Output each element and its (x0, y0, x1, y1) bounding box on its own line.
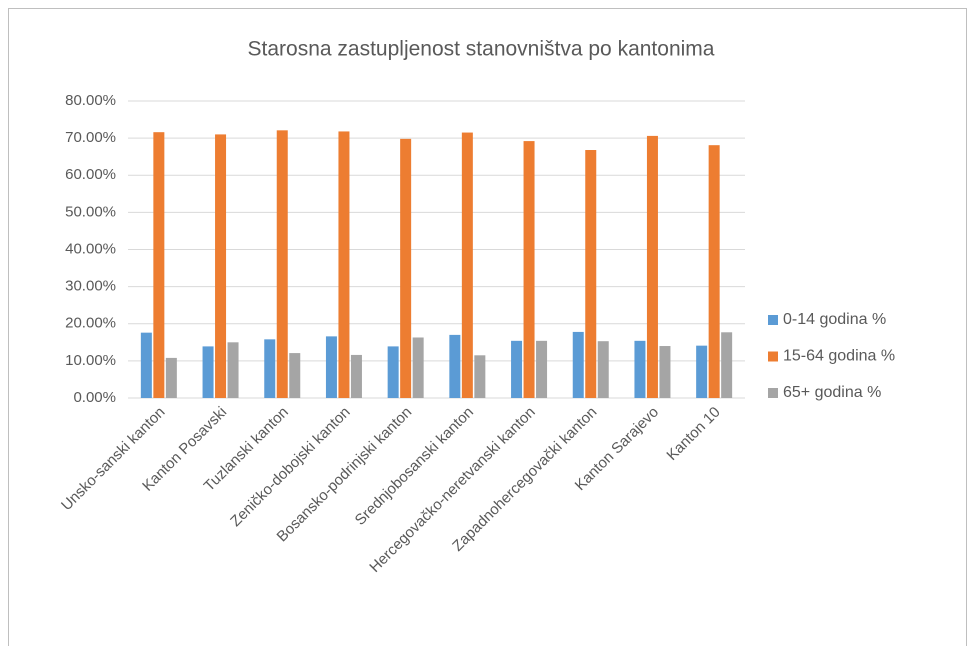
chart-title: Starosna zastupljenost stanovništva po k… (248, 38, 715, 61)
y-tick-label: 40.00% (65, 240, 116, 257)
y-tick-label: 70.00% (65, 129, 116, 146)
y-tick-label: 10.00% (65, 352, 116, 369)
bar (264, 339, 276, 398)
bar (412, 337, 424, 398)
bar (659, 346, 671, 398)
bar (215, 134, 227, 398)
y-tick-label: 80.00% (65, 92, 116, 109)
bar (634, 340, 646, 398)
y-tick-label: 0.00% (73, 389, 116, 406)
legend-label: 65+ godina % (783, 384, 881, 401)
bar (523, 141, 535, 398)
y-tick-label: 20.00% (65, 315, 116, 332)
bar (511, 340, 523, 398)
bar (585, 150, 597, 398)
bar (140, 332, 152, 398)
bar (400, 138, 412, 398)
bar (165, 357, 177, 398)
bar (202, 346, 214, 398)
y-tick-label: 30.00% (65, 278, 116, 295)
bar (597, 341, 609, 398)
bar (325, 336, 337, 398)
bar (449, 334, 461, 398)
legend-swatch (768, 388, 778, 398)
legend-label: 15-64 godina % (783, 348, 895, 365)
bar (721, 332, 733, 398)
bar (153, 132, 165, 398)
y-tick-label: 50.00% (65, 203, 116, 220)
bar (338, 131, 350, 398)
bar (461, 132, 473, 398)
bar (289, 353, 301, 398)
bar (536, 340, 548, 398)
bar (387, 346, 399, 398)
bar (474, 355, 486, 398)
legend-swatch (768, 351, 778, 362)
bar (572, 331, 584, 398)
bar (227, 342, 239, 398)
bar (708, 145, 720, 398)
y-tick-label: 60.00% (65, 166, 116, 183)
bar (646, 135, 658, 398)
bar (350, 354, 362, 398)
legend-swatch (768, 315, 778, 325)
chart-frame (8, 8, 967, 646)
legend-label: 0-14 godina % (783, 311, 886, 328)
bar (276, 130, 288, 399)
bar (696, 345, 708, 398)
